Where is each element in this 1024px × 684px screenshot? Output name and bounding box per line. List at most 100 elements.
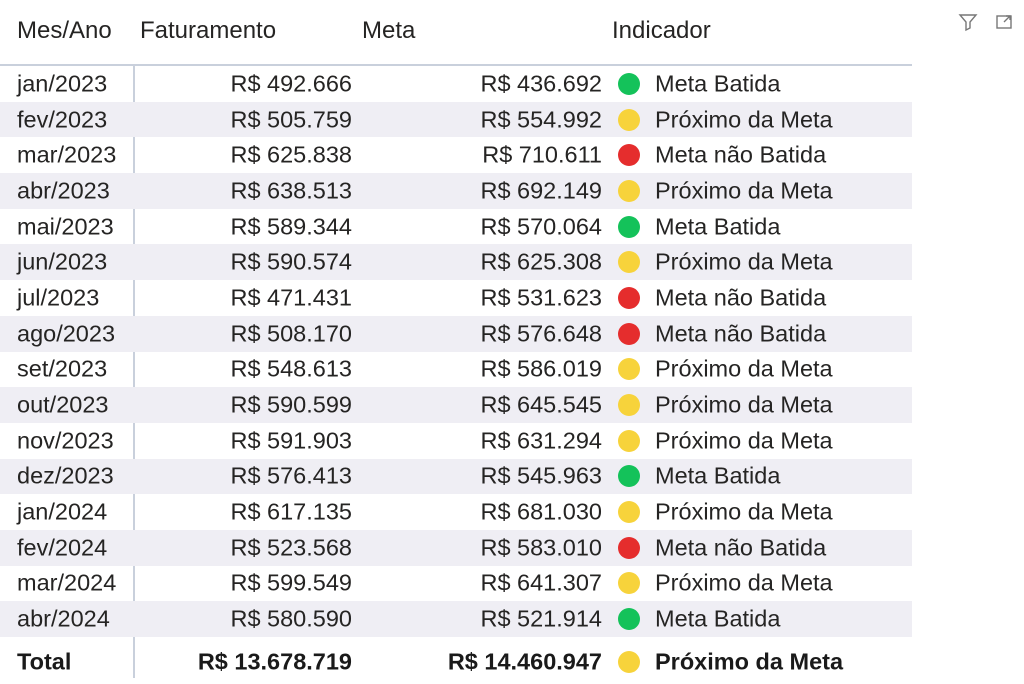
- focus-mode-icon[interactable]: [992, 10, 1016, 34]
- table-row[interactable]: out/2023 R$ 590.599 R$ 645.545 Próximo da M…: [0, 387, 912, 423]
- column-header-indicador[interactable]: Indicador: [612, 17, 711, 44]
- visual-header-toolbar: [956, 10, 1016, 34]
- cell-faturamento: R$ 625.838: [230, 141, 352, 168]
- cell-meta: R$ 531.623: [480, 284, 602, 311]
- total-indicador: Próximo da Meta: [655, 648, 844, 675]
- status-dot-icon: [618, 108, 640, 131]
- cell-mes-ano: ago/2023: [17, 320, 116, 347]
- cell-indicador: Próximo da Meta: [655, 498, 833, 525]
- status-dot-icon: [618, 358, 640, 381]
- table-row[interactable]: set/2023 R$ 548.613 R$ 586.019 Próximo da M…: [0, 352, 912, 388]
- cell-indicador: Meta Batida: [655, 213, 781, 240]
- cell-indicador: Próximo da Meta: [655, 355, 833, 382]
- cell-meta: R$ 645.545: [480, 391, 602, 418]
- status-dot-icon: [618, 215, 640, 238]
- table-header: Mes/Ano Faturamento Meta Indicador: [0, 0, 912, 66]
- status-dot-icon: [618, 465, 640, 488]
- cell-meta: R$ 681.030: [480, 498, 602, 525]
- cell-mes-ano: jan/2024: [17, 498, 108, 525]
- status-dot-icon: [618, 286, 640, 309]
- total-row: Total R$ 13.678.719 R$ 14.460.947 Próxim…: [0, 642, 912, 682]
- table-row[interactable]: jun/2023 R$ 590.574 R$ 625.308 Próximo da M…: [0, 244, 912, 281]
- column-divider: [133, 64, 135, 678]
- table-row[interactable]: mar/2024 R$ 599.549 R$ 641.307 Próximo da M…: [0, 566, 912, 602]
- cell-faturamento: R$ 599.549: [230, 569, 352, 596]
- cell-meta: R$ 586.019: [480, 355, 602, 382]
- column-header-mes-ano[interactable]: Mes/Ano: [17, 17, 112, 44]
- cell-meta: R$ 521.914: [480, 605, 602, 632]
- cell-indicador: Próximo da Meta: [655, 427, 833, 454]
- table-row[interactable]: mar/2023 R$ 625.838 R$ 710.611 Meta não Bat…: [0, 137, 912, 173]
- table-row[interactable]: jan/2024 R$ 617.135 R$ 681.030 Próximo da M…: [0, 494, 912, 530]
- status-dot-icon: [618, 322, 640, 345]
- cell-meta: R$ 710.611: [482, 141, 602, 168]
- cell-mes-ano: mar/2024: [17, 569, 117, 596]
- cell-faturamento: R$ 548.613: [230, 355, 352, 382]
- cell-indicador: Próximo da Meta: [655, 106, 833, 133]
- status-dot-icon: [618, 572, 640, 595]
- status-dot-icon: [618, 429, 640, 452]
- cell-faturamento: R$ 590.599: [230, 391, 352, 418]
- cell-faturamento: R$ 580.590: [230, 605, 352, 632]
- cell-meta: R$ 583.010: [480, 534, 602, 561]
- cell-indicador: Meta Batida: [655, 605, 781, 632]
- cell-meta: R$ 570.064: [480, 213, 602, 240]
- cell-faturamento: R$ 638.513: [230, 177, 352, 204]
- cell-faturamento: R$ 589.344: [230, 213, 352, 240]
- table-row[interactable]: jan/2023 R$ 492.666 R$ 436.692 Meta Batida: [0, 66, 912, 102]
- total-faturamento: R$ 13.678.719: [197, 648, 352, 675]
- total-meta: R$ 14.460.947: [447, 648, 602, 675]
- table-row[interactable]: fev/2023 R$ 505.759 R$ 554.992 Próximo da M…: [0, 101, 912, 138]
- cell-meta: R$ 641.307: [480, 569, 602, 596]
- column-header-faturamento[interactable]: Faturamento: [140, 17, 277, 44]
- cell-meta: R$ 576.648: [480, 320, 602, 347]
- cell-meta: R$ 436.692: [480, 70, 602, 97]
- cell-mes-ano: out/2023: [17, 391, 109, 418]
- cell-mes-ano: mai/2023: [17, 213, 114, 240]
- cell-faturamento: R$ 591.903: [230, 427, 352, 454]
- table-row[interactable]: jul/2023 R$ 471.431 R$ 531.623 Meta não Bat…: [0, 280, 912, 316]
- status-dot-icon: [618, 72, 640, 95]
- status-dot-icon: [618, 651, 640, 673]
- cell-indicador: Meta Batida: [655, 462, 781, 489]
- cell-indicador: Próximo da Meta: [655, 569, 833, 596]
- table-row[interactable]: abr/2023 R$ 638.513 R$ 692.149 Próximo da M…: [0, 173, 912, 209]
- column-header-meta[interactable]: Meta: [362, 17, 416, 44]
- cell-mes-ano: mar/2023: [17, 141, 117, 168]
- cell-mes-ano: abr/2023: [17, 177, 110, 204]
- total-label: Total: [17, 648, 72, 675]
- cell-faturamento: R$ 505.759: [230, 106, 352, 133]
- cell-faturamento: R$ 576.413: [230, 462, 352, 489]
- cell-mes-ano: nov/2023: [17, 427, 114, 454]
- table-body: jan/2023 R$ 492.666 R$ 436.692 Meta Batida f…: [0, 66, 912, 637]
- table-row[interactable]: ago/2023 R$ 508.170 R$ 576.648 Meta não Bat…: [0, 315, 912, 352]
- cell-faturamento: R$ 492.666: [230, 70, 352, 97]
- status-dot-icon: [618, 251, 640, 274]
- cell-mes-ano: jun/2023: [17, 248, 108, 275]
- table-row[interactable]: nov/2023 R$ 591.903 R$ 631.294 Próximo da M…: [0, 423, 912, 459]
- cell-mes-ano: jul/2023: [17, 284, 100, 311]
- cell-meta: R$ 631.294: [480, 427, 602, 454]
- table-row[interactable]: mai/2023 R$ 589.344 R$ 570.064 Meta Batida: [0, 209, 912, 245]
- table-row[interactable]: abr/2024 R$ 580.590 R$ 521.914 Meta Batida: [0, 601, 912, 637]
- cell-indicador: Meta não Batida: [655, 284, 827, 311]
- cell-indicador: Meta Batida: [655, 70, 781, 97]
- cell-faturamento: R$ 471.431: [230, 284, 352, 311]
- cell-meta: R$ 545.963: [480, 462, 602, 489]
- cell-indicador: Próximo da Meta: [655, 391, 833, 418]
- table-row[interactable]: dez/2023 R$ 576.413 R$ 545.963 Meta Batida: [0, 458, 912, 495]
- status-dot-icon: [618, 179, 640, 202]
- status-dot-icon: [618, 394, 640, 417]
- cell-meta: R$ 554.992: [480, 106, 602, 133]
- cell-indicador: Meta não Batida: [655, 320, 827, 347]
- cell-faturamento: R$ 523.568: [230, 534, 352, 561]
- cell-indicador: Meta não Batida: [655, 534, 827, 561]
- table-row[interactable]: fev/2024 R$ 523.568 R$ 583.010 Meta não Bat…: [0, 529, 912, 566]
- cell-faturamento: R$ 617.135: [230, 498, 352, 525]
- filter-icon[interactable]: [956, 10, 980, 34]
- status-dot-icon: [618, 608, 640, 631]
- status-dot-icon: [618, 144, 640, 167]
- status-dot-icon: [618, 501, 640, 524]
- status-dot-icon: [618, 536, 640, 559]
